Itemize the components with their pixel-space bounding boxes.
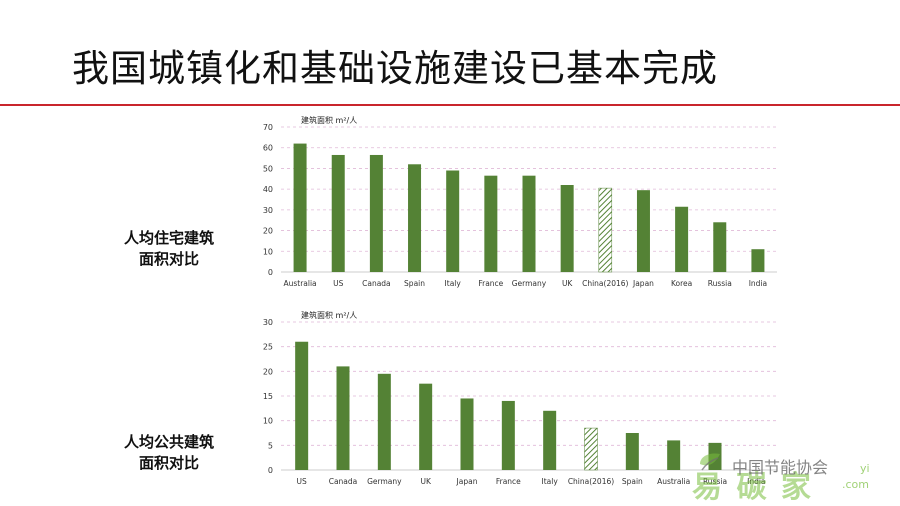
- x-category-label: Spain: [622, 477, 643, 486]
- y-tick-label: 50: [263, 164, 273, 173]
- public-area-chart: 建筑面积 m²/人 0 5 10 15 20 25 30 US Canada Germany UK Ja…: [263, 310, 777, 486]
- y-tick-label: 70: [263, 123, 273, 132]
- bar-france: [484, 175, 498, 272]
- public-side-label: 人均公共建筑 面积对比: [104, 432, 234, 474]
- bar-russia: [713, 222, 727, 272]
- watermark: 易 碳 家 中国节能协会 yi .com: [692, 440, 892, 505]
- public-label-line2: 面积对比: [138, 454, 199, 472]
- bar-uk: [419, 383, 433, 470]
- bar-germany: [522, 175, 536, 272]
- leaf-logo-icon: [700, 453, 720, 471]
- x-category-label: India: [749, 279, 767, 288]
- x-category-label: India: [747, 477, 765, 486]
- watermark-com: .com: [842, 478, 869, 491]
- residential-side-label: 人均住宅建筑 面积对比: [104, 228, 234, 270]
- watermark-brand: 易 碳 家: [692, 470, 813, 505]
- y-tick-label: 10: [263, 247, 273, 256]
- bar-uk: [560, 185, 574, 272]
- y-tick-label: 0: [268, 466, 273, 475]
- bar-us: [331, 154, 345, 272]
- bar-germany: [377, 373, 391, 470]
- unit-label: 建筑面积 m²/人: [301, 115, 357, 125]
- bar-korea: [675, 206, 689, 272]
- y-tick-label: 20: [263, 367, 273, 376]
- y-tick-label: 10: [263, 417, 273, 426]
- unit-label: 建筑面积 m²/人: [301, 310, 357, 320]
- bar-italy: [543, 410, 557, 470]
- residential-area-chart: 建筑面积 m²/人 0 10 20 30 40 50 60 70 Australia US Canad…: [263, 115, 777, 288]
- x-category-label: Russia: [708, 279, 732, 288]
- bar-spain: [625, 433, 639, 470]
- y-tick-label: 15: [263, 392, 273, 401]
- y-tick-label: 5: [268, 441, 273, 450]
- x-category-label: US: [297, 477, 307, 486]
- x-category-label: Japan: [456, 477, 478, 486]
- y-tick-label: 60: [263, 144, 273, 153]
- x-category-label: Spain: [404, 279, 425, 288]
- x-category-label: Australia: [283, 279, 316, 288]
- x-category-label: UK: [562, 279, 573, 288]
- bar-spain: [408, 164, 422, 272]
- bar-canada: [369, 154, 383, 272]
- title-divider: [0, 104, 900, 106]
- x-category-label: UK: [420, 477, 431, 486]
- bar-china-2016: [584, 427, 598, 471]
- x-category-label: Canada: [329, 477, 358, 486]
- public-label-line1: 人均公共建筑: [123, 433, 214, 451]
- x-category-label: Canada: [362, 279, 391, 288]
- y-tick-label: 40: [263, 185, 273, 194]
- bar-france: [501, 400, 515, 470]
- bar-japan: [460, 398, 474, 470]
- y-tick-label: 25: [263, 343, 273, 352]
- y-tick-label: 30: [263, 206, 273, 215]
- bar-japan: [636, 190, 650, 272]
- x-category-label: Germany: [367, 477, 402, 486]
- x-category-label: Russia: [703, 477, 727, 486]
- bar-india: [751, 249, 765, 272]
- slide-title: 我国城镇化和基础设施建设已基本完成: [72, 47, 718, 90]
- residential-label-line1: 人均住宅建筑: [123, 229, 214, 247]
- x-category-label: China(2016): [568, 477, 614, 486]
- bar-australia: [667, 440, 681, 470]
- x-category-label: France: [496, 477, 521, 486]
- y-tick-label: 20: [263, 227, 273, 236]
- residential-label-line2: 面积对比: [138, 250, 199, 268]
- bar-australia: [293, 143, 307, 272]
- watermark-org: 中国节能协会: [732, 458, 829, 477]
- y-tick-label: 30: [263, 318, 273, 327]
- x-category-label: Japan: [632, 279, 654, 288]
- x-category-label: France: [478, 279, 503, 288]
- x-category-label: Italy: [542, 477, 559, 486]
- x-category-label: Australia: [657, 477, 690, 486]
- bar-italy: [446, 170, 460, 272]
- bar-china-2016: [598, 187, 613, 273]
- bar-canada: [336, 366, 350, 470]
- x-category-label: US: [333, 279, 343, 288]
- y-tick-label: 0: [268, 268, 273, 277]
- x-category-label: Korea: [671, 279, 692, 288]
- x-category-label: China(2016): [582, 279, 628, 288]
- x-category-label: Germany: [512, 279, 547, 288]
- x-category-label: Italy: [445, 279, 462, 288]
- watermark-yi: yi: [860, 462, 870, 475]
- bar-us: [295, 341, 309, 470]
